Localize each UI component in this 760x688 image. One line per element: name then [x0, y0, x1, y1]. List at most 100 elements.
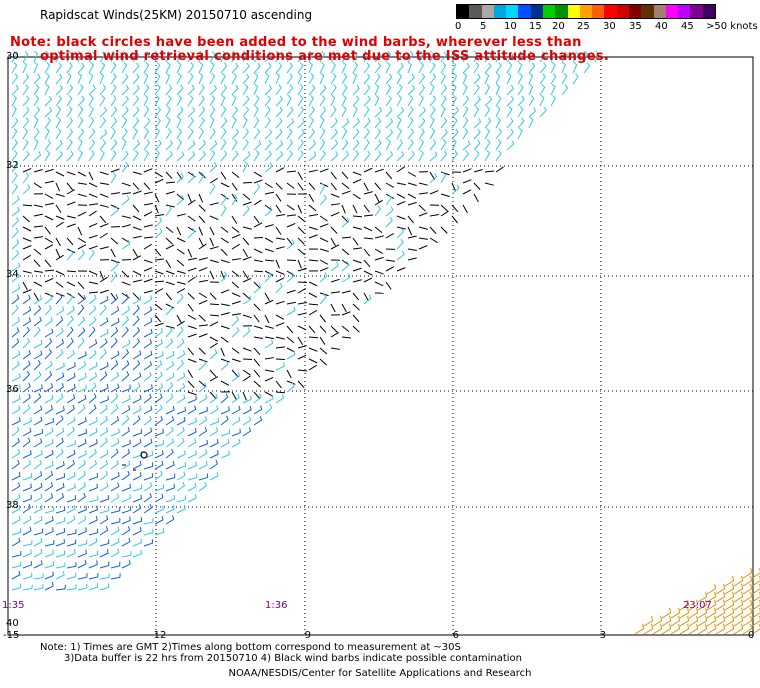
wind-barb	[22, 306, 32, 316]
wind-barb	[220, 62, 228, 74]
contamination-note-line1: Note: black circles have been added to t…	[10, 35, 582, 50]
wind-barb	[88, 128, 96, 140]
wind-barb-orange	[742, 583, 753, 595]
wind-barb	[198, 439, 208, 448]
wind-barb	[110, 383, 120, 393]
wind-barb	[242, 270, 249, 279]
wind-barb	[462, 106, 469, 118]
wind-barb	[11, 493, 21, 503]
wind-barb-orange	[724, 591, 735, 603]
wind-barb	[44, 244, 54, 250]
legend-swatch	[506, 5, 519, 18]
wind-barb	[385, 194, 393, 206]
wind-barb	[99, 204, 109, 208]
wind-barb	[132, 471, 142, 481]
wind-barb	[110, 106, 118, 118]
wind-barb	[264, 162, 273, 173]
wind-barb	[22, 404, 31, 415]
wind-barb	[451, 94, 457, 107]
wind-barb	[55, 517, 66, 525]
wind-barb	[341, 273, 351, 283]
wind-barb	[484, 51, 492, 63]
wind-barb	[264, 224, 274, 228]
wind-barb	[264, 394, 274, 404]
wind-barb	[143, 278, 153, 283]
wind-barb	[374, 51, 382, 63]
wind-barb	[33, 326, 41, 338]
wind-barb	[209, 336, 219, 342]
wind-barb	[550, 73, 557, 85]
wind-barb	[88, 439, 98, 448]
wind-barb	[165, 204, 175, 208]
wind-barb	[528, 62, 536, 74]
wind-barb	[22, 281, 28, 291]
wind-barb	[88, 171, 94, 181]
wind-barb	[22, 417, 32, 426]
wind-barb	[264, 259, 274, 262]
wind-barb	[473, 95, 481, 107]
wind-barb	[429, 213, 439, 217]
legend-swatch	[702, 5, 715, 18]
wind-barb	[88, 139, 96, 151]
wind-barb	[55, 106, 62, 118]
wind-barb	[143, 106, 150, 118]
wind-barb	[275, 277, 285, 283]
wind-barb	[451, 61, 457, 74]
wind-barb	[374, 128, 382, 140]
wind-barb	[484, 182, 494, 186]
wind-barb	[297, 62, 304, 74]
wind-barb	[143, 371, 152, 382]
wind-barb	[121, 371, 130, 382]
wind-barb	[308, 116, 315, 129]
wind-barb	[121, 526, 131, 536]
wind-barb	[440, 95, 447, 107]
wind-barb	[176, 151, 185, 162]
wind-barb	[308, 303, 319, 306]
wind-barb-orange	[697, 615, 708, 627]
wind-barb	[396, 227, 405, 239]
lon-label-minus15: -15	[3, 630, 20, 641]
wind-barb	[264, 248, 274, 253]
wind-barb	[330, 151, 339, 162]
wind-barb	[220, 106, 227, 118]
wind-barb	[352, 237, 359, 246]
wind-barb	[374, 73, 381, 85]
wind-barb	[187, 248, 193, 258]
wind-barb	[242, 248, 248, 258]
wind-barb	[121, 215, 131, 219]
wind-barb	[319, 215, 328, 222]
wind-barb	[462, 168, 472, 173]
wind-barb	[176, 394, 186, 404]
wind-barb	[77, 72, 83, 85]
wind-barb	[308, 50, 314, 63]
wind-barb	[253, 416, 263, 426]
wind-barb	[165, 473, 176, 481]
wind-barb	[55, 128, 62, 140]
wind-barb	[99, 232, 108, 239]
wind-barb	[99, 470, 108, 481]
wind-barb	[385, 95, 392, 107]
wind-barb	[231, 258, 241, 261]
wind-barb	[88, 249, 95, 261]
wind-barb	[352, 314, 360, 323]
wind-barb	[242, 116, 248, 129]
wind-barb	[264, 139, 272, 151]
wind-barb	[77, 438, 87, 448]
wind-barb	[308, 213, 318, 217]
wind-barb	[517, 106, 524, 118]
wind-barb	[99, 427, 109, 437]
wind-barb	[484, 117, 492, 129]
wind-barb	[396, 250, 405, 261]
wind-barb	[187, 276, 196, 283]
wind-barb	[88, 505, 98, 514]
wind-barb	[396, 166, 405, 173]
wind-barb	[220, 205, 227, 217]
wind-barb	[253, 179, 263, 184]
wind-barb	[88, 84, 96, 96]
wind-barb	[66, 270, 77, 273]
wind-barb	[165, 150, 173, 162]
wind-barb	[231, 106, 239, 118]
wind-barb	[352, 259, 362, 264]
wind-barb	[88, 51, 96, 63]
wind-barb	[506, 51, 514, 63]
